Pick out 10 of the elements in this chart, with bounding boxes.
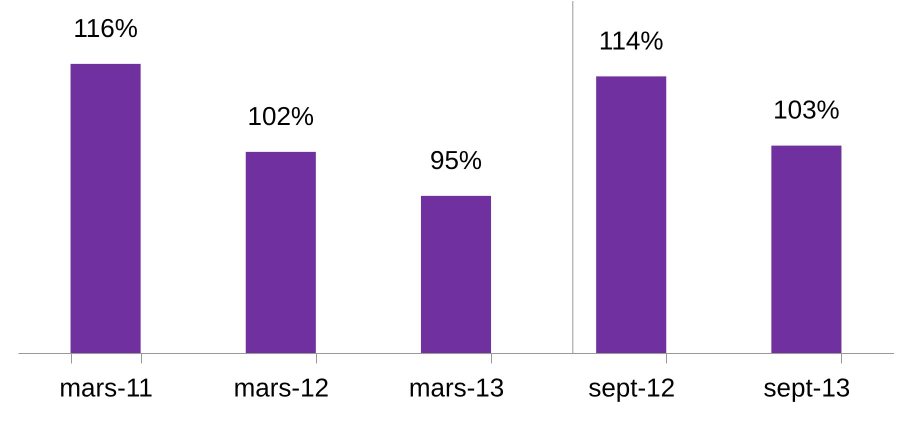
x-tick-label: mars-13	[408, 372, 504, 402]
x-tick-label: mars-12	[234, 372, 329, 402]
x-tick-label: sept-13	[764, 372, 850, 402]
data-label: 116%	[73, 12, 138, 43]
data-label: 95%	[430, 144, 482, 175]
data-label: 102%	[248, 100, 314, 131]
data-label: 103%	[773, 94, 840, 125]
x-tick-label: mars-11	[59, 372, 153, 402]
data-label: 114%	[598, 25, 664, 56]
x-tick-label: sept-12	[588, 372, 676, 402]
